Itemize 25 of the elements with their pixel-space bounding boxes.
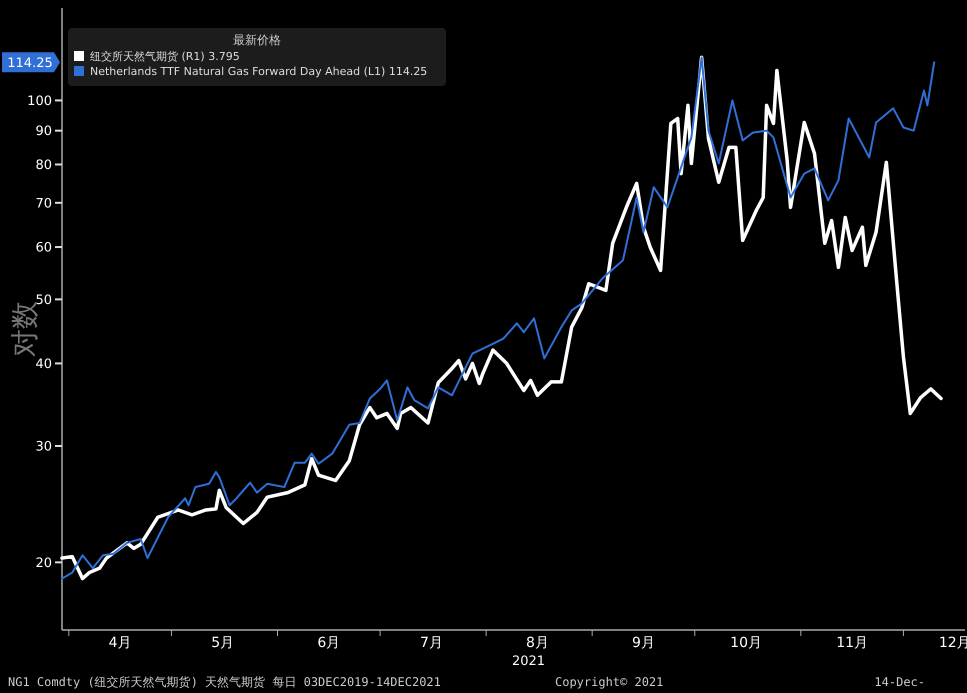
x-tick-label: 5月 bbox=[211, 635, 234, 651]
text: 14-Dec- bbox=[874, 675, 925, 689]
y-tick-label: 60 bbox=[35, 240, 52, 256]
legend-title: 最新价格 bbox=[233, 33, 281, 47]
text: Copyright© 2021 bbox=[555, 675, 664, 689]
y-tick-label: 90 bbox=[35, 124, 52, 140]
x-tick-label: 8月 bbox=[526, 635, 549, 651]
x-tick-label: 9月 bbox=[632, 635, 655, 651]
x-axis-title: 2021 bbox=[512, 654, 546, 669]
x-tick-label: 4月 bbox=[108, 635, 132, 651]
text: 114.25 bbox=[7, 56, 53, 71]
y-tick-label: 70 bbox=[35, 196, 52, 212]
x-tick-label: 11月 bbox=[836, 635, 868, 651]
y-tick-label: 40 bbox=[35, 356, 52, 372]
y-tick-label: 80 bbox=[35, 158, 52, 174]
x-tick-label: 10月 bbox=[730, 635, 762, 651]
x-tick-label: 6月 bbox=[317, 635, 340, 651]
x-tick-label: 7月 bbox=[420, 635, 443, 651]
y-tick-label: 100 bbox=[27, 94, 52, 109]
legend-label: Netherlands TTF Natural Gas Forward Day Ahead (L1) 114.25 bbox=[90, 64, 428, 78]
y-tick-label: 50 bbox=[35, 292, 52, 308]
y-tick-label: 20 bbox=[35, 556, 52, 571]
y-tick-label: 30 bbox=[35, 440, 52, 455]
legend-label: 纽交所天然气期货 (R1) 3.795 bbox=[90, 50, 240, 63]
text: NG1 Comdty (纽交所天然气期货) 天然气期货 每日 03DEC2019-14DEC2021 bbox=[8, 675, 441, 689]
